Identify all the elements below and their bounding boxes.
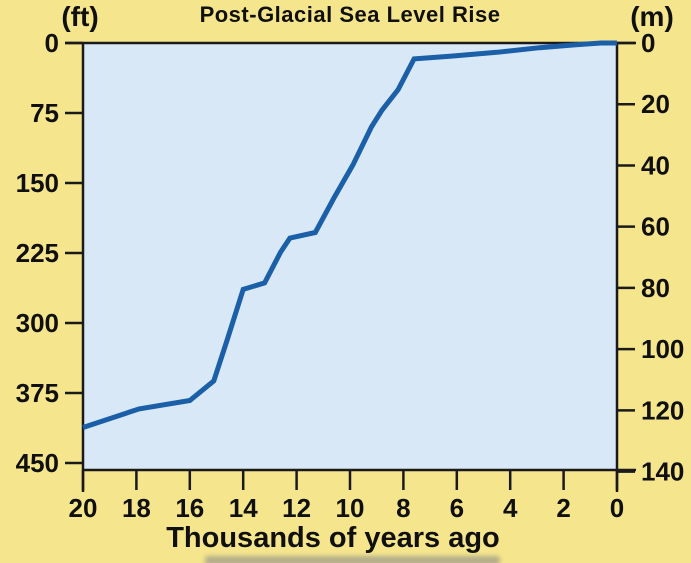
x-axis-tick-label: 4 — [503, 493, 518, 523]
right-axis-tick-label: 140 — [641, 457, 684, 487]
x-axis-title: Thousands of years ago — [166, 522, 500, 554]
cropped-caption-artifact — [205, 556, 500, 563]
x-axis-tick-label: 18 — [122, 493, 151, 523]
right-axis-tick-label: 100 — [641, 334, 684, 364]
right-axis-tick-label: 60 — [641, 212, 670, 242]
left-axis-tick-label: 300 — [16, 308, 59, 338]
right-axis-tick-label: 80 — [641, 273, 670, 303]
left-axis-tick-label: 225 — [16, 238, 59, 268]
right-axis-tick-label: 0 — [641, 28, 655, 58]
right-axis-tick-label: 40 — [641, 150, 670, 180]
x-axis-tick-label: 10 — [336, 493, 365, 523]
x-axis-tick-label: 14 — [229, 493, 258, 523]
chart-title: Post-Glacial Sea Level Rise — [199, 2, 501, 27]
x-axis-tick-label: 6 — [450, 493, 464, 523]
right-axis-unit-label: (m) — [630, 1, 674, 32]
x-axis-tick-label: 12 — [282, 493, 311, 523]
left-axis-tick-label: 150 — [16, 168, 59, 198]
sea-level-curve — [82, 40, 617, 430]
right-axis-tick-label: 20 — [641, 89, 670, 119]
left-axis-tick-label: 375 — [16, 378, 59, 408]
x-axis-tick-label: 8 — [396, 493, 410, 523]
right-axis-tick-label: 120 — [641, 395, 684, 425]
x-axis-tick-label: 2 — [556, 493, 570, 523]
left-axis-tick-label: 0 — [45, 28, 59, 58]
x-axis-tick-label: 0 — [610, 493, 624, 523]
plot-background — [83, 43, 617, 470]
x-axis-tick-label: 20 — [69, 493, 98, 523]
left-axis-tick-label: 75 — [30, 98, 59, 128]
x-axis-tick-label: 16 — [175, 493, 204, 523]
left-axis-tick-label: 450 — [16, 448, 59, 478]
left-axis-unit-label: (ft) — [61, 1, 99, 32]
